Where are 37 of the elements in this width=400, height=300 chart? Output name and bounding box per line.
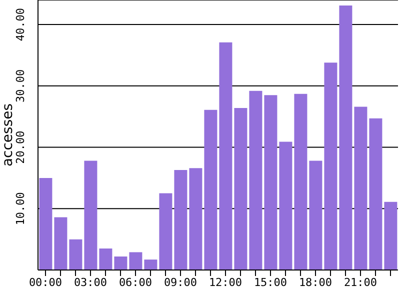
bar <box>219 42 232 270</box>
bar <box>264 95 278 270</box>
x-tick-label: 12:00 <box>208 276 242 289</box>
bar <box>324 62 338 270</box>
y-tick-label: 10.00 <box>14 192 27 226</box>
bar <box>159 193 172 270</box>
bar <box>369 118 382 270</box>
bar <box>189 168 202 270</box>
x-tick-label: 18:00 <box>298 276 332 289</box>
x-tick-label: 15:00 <box>254 276 288 289</box>
bar <box>249 90 262 270</box>
bar <box>39 178 52 270</box>
y-tick-label: 40.00 <box>14 8 27 42</box>
bar <box>84 160 98 270</box>
x-tick-label: 21:00 <box>344 276 378 289</box>
y-axis-title: accesses <box>0 103 16 167</box>
bar <box>129 252 142 270</box>
bar <box>144 260 158 270</box>
bar <box>354 106 368 270</box>
bar <box>69 239 82 270</box>
bar <box>114 256 128 270</box>
x-tick-label: 03:00 <box>74 276 108 289</box>
bar <box>54 217 68 270</box>
bar <box>294 94 308 270</box>
x-tick-label: 06:00 <box>118 276 152 289</box>
bar <box>339 6 352 270</box>
bar <box>309 160 322 270</box>
bar <box>99 248 112 270</box>
bar <box>279 142 292 270</box>
bar <box>234 108 248 270</box>
bar <box>174 170 188 270</box>
bar <box>384 202 398 270</box>
bar <box>204 110 218 270</box>
y-tick-label: 20.00 <box>14 130 27 164</box>
y-tick-label: 30.00 <box>14 69 27 102</box>
x-tick-label: 09:00 <box>164 276 198 289</box>
x-tick-label: 00:00 <box>28 276 62 289</box>
